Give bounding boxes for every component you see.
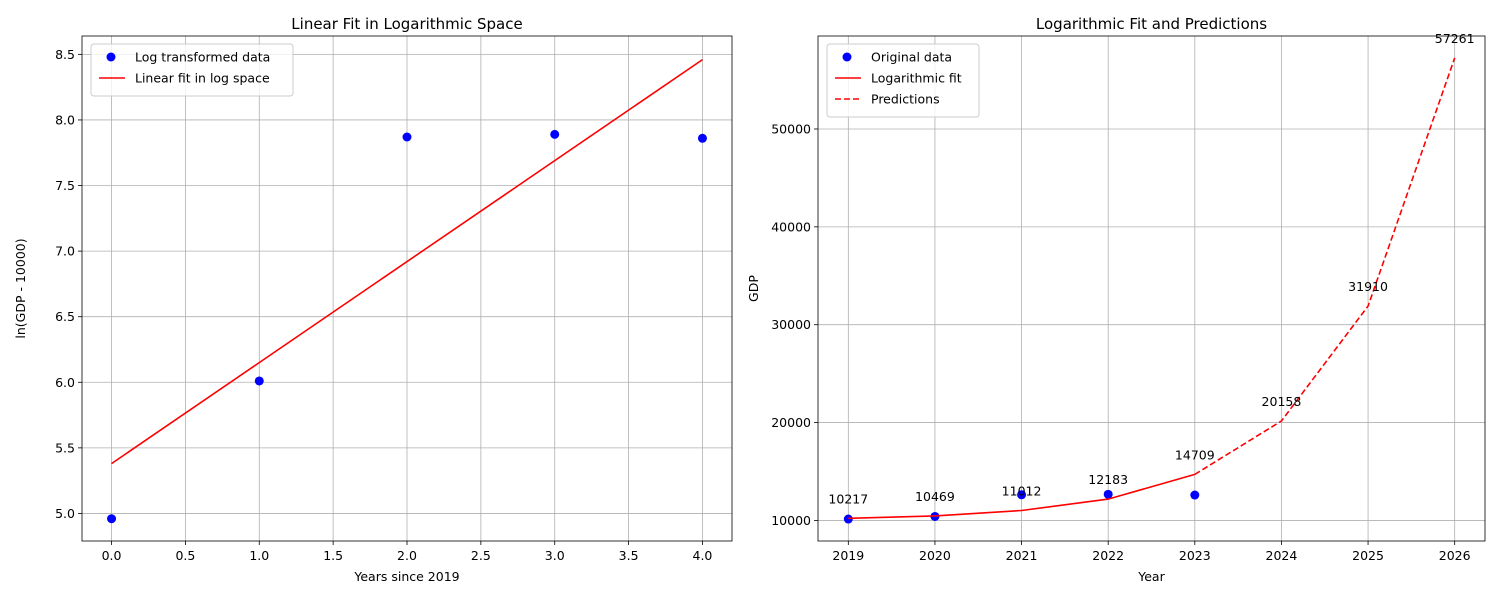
legend: Original data Logarithmic fit Predictions	[826, 43, 980, 118]
y-tick-label: 30000	[771, 317, 811, 332]
data-point	[1103, 489, 1113, 499]
y-axis-label: GDP	[746, 275, 761, 302]
y-tick-label: 7.0	[55, 244, 75, 259]
y-tick-label: 7.5	[55, 178, 75, 193]
data-label: 10217	[828, 491, 868, 506]
x-tick-label: 1.0	[249, 548, 269, 563]
y-tick-label: 10000	[771, 513, 811, 528]
legend-label: Linear fit in log space	[135, 71, 270, 86]
x-tick-label: 4.0	[693, 548, 713, 563]
legend-box	[90, 43, 294, 97]
x-tick-label: 2023	[1179, 548, 1211, 563]
x-tick-label: 1.5	[323, 548, 343, 563]
legend-box	[826, 43, 980, 118]
data-label: 12183	[1088, 472, 1128, 487]
data-point	[1017, 490, 1027, 500]
x-tick-label: 3.5	[619, 548, 639, 563]
x-tick-label: 2020	[919, 548, 951, 563]
axes-frame	[81, 35, 733, 542]
legend-label: Predictions	[871, 92, 940, 107]
legend-label: Logarithmic fit	[871, 71, 962, 86]
x-tick-label: 0.0	[102, 548, 122, 563]
data-label: 57261	[1435, 31, 1475, 46]
chart-title: Linear Fit in Logarithmic Space	[291, 15, 522, 33]
legend: Log transformed data Linear fit in log sp…	[90, 43, 294, 97]
data-point	[843, 514, 853, 524]
y-tick-label: 8.5	[55, 47, 75, 62]
data-point	[402, 132, 412, 142]
x-tick-label: 2026	[1439, 548, 1471, 563]
y-tick-label: 20000	[771, 415, 811, 430]
data-label: 14709	[1175, 447, 1215, 462]
y-tick-label: 5.0	[55, 506, 75, 521]
x-tick-label: 2.5	[471, 548, 491, 563]
x-axis-label: Year	[1137, 569, 1165, 584]
y-axis-label: ln(GDP - 10000)	[13, 238, 28, 338]
fit-line	[848, 473, 1196, 520]
legend-label: Log transformed data	[135, 50, 270, 65]
legend-marker	[842, 52, 852, 62]
data-label: 10469	[915, 489, 955, 504]
subplot-1: 0.0 0.5 1.0 1.5 2.0 2.5 3.0 3.5 4.0 5.0 5.5 6.0 6.5 7…	[13, 15, 733, 584]
x-tick-label: 2024	[1266, 548, 1298, 563]
subplot-2: 2019 2020 2021 2022 2023 2024 2025 2026 10000 200…	[746, 15, 1486, 584]
data-point	[254, 376, 264, 386]
x-tick-label: 0.5	[175, 548, 195, 563]
x-tick-label: 2.0	[397, 548, 417, 563]
fit-line	[111, 58, 703, 465]
data-label: 20158	[1262, 394, 1302, 409]
y-tick-label: 40000	[771, 219, 811, 234]
x-tick-label: 2019	[832, 548, 864, 563]
y-tick-label: 8.0	[55, 112, 75, 127]
prediction-line	[1194, 57, 1456, 476]
y-tick-label: 50000	[771, 121, 811, 136]
axes-frame	[817, 35, 1486, 542]
data-label: 11012	[1002, 484, 1042, 499]
x-tick-label: 3.0	[545, 548, 565, 563]
y-tick-label: 6.0	[55, 375, 75, 390]
x-axis-label: Years since 2019	[353, 569, 459, 584]
x-tick-label: 2021	[1006, 548, 1038, 563]
data-point	[697, 133, 707, 143]
data-point	[107, 514, 117, 524]
data-point	[1190, 490, 1200, 500]
y-tick-label: 6.5	[55, 309, 75, 324]
x-tick-label: 2022	[1092, 548, 1124, 563]
y-tick-label: 5.5	[55, 440, 75, 455]
x-tick-label: 2025	[1352, 548, 1384, 563]
data-point	[550, 129, 560, 139]
data-label: 31910	[1348, 279, 1388, 294]
legend-label: Original data	[871, 50, 952, 65]
legend-marker	[106, 52, 116, 62]
chart-title: Logarithmic Fit and Predictions	[1036, 15, 1267, 33]
